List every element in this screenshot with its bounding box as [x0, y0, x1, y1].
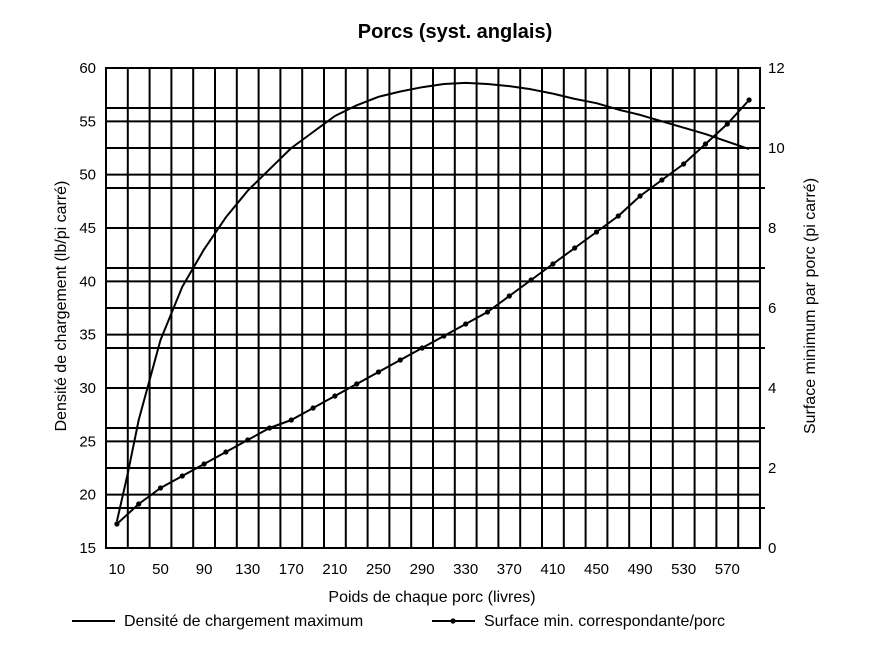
series-2-point	[354, 381, 360, 387]
series-2-point	[463, 321, 469, 327]
series-2-point	[397, 357, 403, 363]
grid	[105, 67, 765, 549]
x-tick-label: 210	[322, 561, 347, 578]
x-tick-label: 170	[279, 561, 304, 578]
x-tick-label: 330	[453, 561, 478, 578]
series-2-point	[375, 369, 382, 375]
x-tick-label: 490	[628, 561, 653, 578]
y-right-tick-label: 4	[768, 380, 776, 397]
series-line-1	[115, 81, 750, 522]
y-left-tick-label: 25	[79, 433, 96, 450]
y-left-tick-label: 60	[79, 60, 96, 77]
series-2-point	[179, 473, 185, 479]
y-left-tick-labels: 60 55 50 45 40 35 30 25 20 15	[79, 60, 96, 557]
series-2-point	[615, 213, 621, 219]
x-tick-label: 570	[715, 561, 740, 578]
series-2-point	[484, 309, 491, 315]
y-left-tick-label: 20	[79, 487, 96, 504]
x-tick-label: 250	[366, 561, 391, 578]
x-axis-label: Poids de chaque porc (livres)	[328, 589, 535, 606]
series-2-point	[136, 501, 142, 507]
series-2-point	[637, 193, 643, 199]
series-line-2	[116, 99, 750, 525]
series-2-point	[332, 393, 338, 399]
x-tick-label: 450	[584, 561, 609, 578]
y-right-tick-label: 12	[768, 60, 785, 77]
series-2-point	[528, 277, 534, 283]
series-2-point	[114, 521, 120, 527]
y-left-tick-label: 55	[79, 113, 96, 130]
series-2-point	[310, 405, 316, 411]
series-2-point	[266, 425, 273, 431]
x-tick-label: 410	[540, 561, 565, 578]
y-left-axis-label: Densité de chargement (lb/pi carré)	[53, 181, 70, 432]
legend-marker-series-2	[450, 618, 456, 624]
series-2-point	[441, 333, 447, 339]
series-2-point	[702, 141, 709, 147]
y-left-tick-label: 40	[79, 273, 96, 290]
y-left-tick-label: 15	[79, 540, 96, 557]
series-2-point	[419, 345, 425, 351]
x-tick-label: 530	[671, 561, 696, 578]
y-right-tick-label: 2	[768, 460, 776, 477]
y-right-tick-label: 8	[768, 220, 776, 237]
y-right-axis-label: Surface minimum par porc (pi carré)	[802, 178, 819, 434]
legend-label-series-2: Surface min. correspondante/porc	[484, 613, 725, 630]
series-2-point	[245, 437, 251, 443]
series-2-point	[223, 449, 229, 455]
y-right-tick-label: 0	[768, 540, 776, 557]
y-right-tick-label: 10	[768, 140, 785, 157]
y-left-tick-label: 35	[79, 327, 96, 344]
x-tick-label: 290	[410, 561, 435, 578]
y-left-tick-label: 30	[79, 380, 96, 397]
x-tick-label: 10	[109, 561, 126, 578]
y-left-tick-label: 50	[79, 167, 96, 184]
series-2-point	[157, 485, 164, 491]
series-2-point	[593, 229, 600, 235]
series-2-point	[572, 245, 578, 251]
series-2-point	[681, 161, 687, 167]
x-tick-label: 90	[196, 561, 213, 578]
series-2-point	[550, 261, 556, 267]
series-2-point	[288, 417, 294, 423]
series-2-point	[506, 293, 512, 299]
x-tick-labels: 10 50 90 130 170 210 250 290 330 370 410 450 490 530 5…	[109, 561, 740, 578]
series-2-point	[746, 97, 752, 103]
legend-label-series-1: Densité de chargement maximum	[124, 613, 363, 630]
x-tick-label: 50	[152, 561, 169, 578]
plot-frame	[105, 67, 761, 549]
y-right-tick-labels: 12 10 8 6 4 2 0	[768, 60, 785, 557]
series-layer	[114, 81, 752, 527]
chart-title: Porcs (syst. anglais)	[358, 21, 553, 43]
series-2-point	[724, 121, 730, 127]
series-2-point	[201, 461, 207, 467]
y-right-tick-label: 6	[768, 300, 776, 317]
y-left-tick-label: 45	[79, 220, 96, 237]
series-2-point	[659, 177, 665, 183]
x-tick-label: 370	[497, 561, 522, 578]
x-tick-label: 130	[235, 561, 260, 578]
legend: Densité de chargement maximum Surface mi…	[72, 613, 725, 630]
